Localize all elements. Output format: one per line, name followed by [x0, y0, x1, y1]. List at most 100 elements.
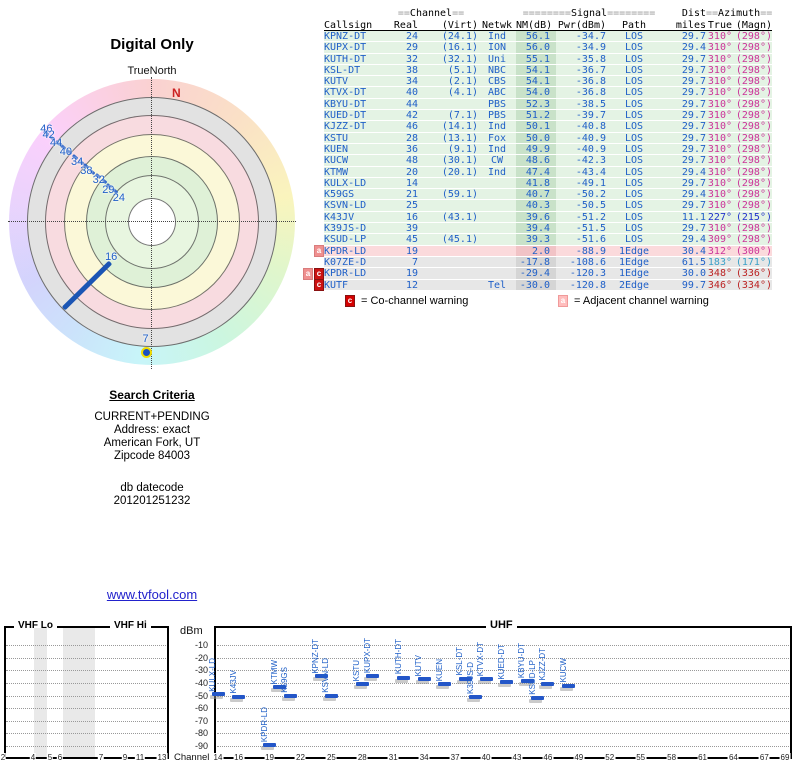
- warning-markers: [300, 110, 324, 122]
- search-line: American Fork, UT: [103, 437, 201, 449]
- signal-bar: [469, 695, 483, 700]
- cell-true: 312°: [707, 245, 732, 257]
- cell-miles: 29.7: [681, 53, 706, 65]
- cell-miles: 99.7: [681, 279, 706, 291]
- cell-nm: -30.0: [516, 279, 556, 291]
- cell-nm: 40.7: [516, 189, 556, 200]
- cell-pwr: -35.8: [575, 53, 606, 65]
- cell-real: 42: [405, 110, 418, 122]
- cell-nm: 49.9: [516, 143, 556, 155]
- warning-markers: [300, 143, 324, 156]
- gridline: [217, 746, 789, 747]
- uhf-channel-tick: 49: [573, 753, 585, 762]
- cell-magn: (298°): [735, 42, 772, 54]
- cell-true: 346°: [707, 279, 732, 291]
- channel-group-header: ==Channel==: [397, 8, 465, 19]
- column-header-miles: miles: [662, 20, 706, 31]
- cell-magn: (298°): [735, 132, 772, 144]
- cell-callsign: K59GS: [324, 189, 355, 201]
- cell-path: LOS: [624, 200, 644, 212]
- signal-bar-label: KTVX-DT: [476, 641, 486, 676]
- radar-channel-label: 38: [80, 165, 93, 178]
- table-row-strip: KPNZ-DT 24 (24.1) Ind 56.1 -34.7 LOS 29.7 310° (2…: [324, 31, 772, 43]
- uhf-channel-tick: 67: [758, 753, 770, 762]
- radar-channel-label: 46: [40, 122, 53, 135]
- table-row-strip: KULX-LD 14 41.8 -49.1 LOS 29.7 310° (298°): [324, 177, 772, 190]
- co-channel-warning-icon: c: [314, 279, 324, 292]
- uhf-channel-tick: 61: [697, 753, 708, 762]
- true-north-label: TrueNorth: [127, 65, 177, 77]
- cell-miles: 29.7: [681, 31, 706, 42]
- gridline: [6, 746, 166, 747]
- cell-path: LOS: [624, 121, 644, 133]
- cell-virt: (5.1): [447, 64, 478, 76]
- signal-table: ==Channel== ========Signal======== Dist ==A…: [300, 8, 780, 292]
- cell-miles: 29.7: [681, 76, 706, 88]
- uhf-channel-tick: 25: [325, 753, 337, 762]
- signal-bar-label: KSUD-LP: [527, 659, 537, 695]
- cell-nm: 56.0: [516, 42, 556, 53]
- cell-virt: (24.1): [441, 31, 478, 42]
- cell-pwr: -108.6: [569, 256, 606, 268]
- cell-true: 227°: [707, 211, 732, 223]
- warning-markers: [300, 64, 324, 77]
- cell-pwr: -40.8: [575, 121, 606, 133]
- gridline: [217, 720, 789, 722]
- adjacent-channel-legend-text: = Adjacent channel warning: [574, 295, 709, 307]
- warning-markers: [300, 42, 324, 54]
- signal-bar-label: KUPX-DT: [362, 638, 372, 674]
- spacer-cell: [478, 8, 516, 20]
- cell-pwr: -51.6: [575, 234, 606, 246]
- db-datecode-value: 201201251232: [113, 495, 191, 507]
- cell-netwk: [478, 246, 516, 256]
- cell-netwk: [478, 234, 516, 244]
- cell-netwk: CBS: [487, 76, 507, 88]
- dbm-tick-label: -10: [194, 640, 208, 650]
- db-datecode-label: db datecode: [120, 482, 184, 494]
- cell-netwk: Ind: [487, 143, 507, 155]
- cell-callsign: K39JS-D: [324, 223, 367, 235]
- radar-channel-label: 44: [50, 137, 63, 150]
- signal-bar-label: K59GS: [280, 666, 290, 693]
- cell-path: 1Edge: [618, 256, 650, 268]
- cell-magn: (298°): [735, 64, 772, 76]
- co-channel-legend: c = Co-channel warning: [345, 295, 468, 307]
- cell-true: 310°: [707, 223, 732, 235]
- cell-callsign: KSUD-LP: [324, 234, 367, 246]
- cell-nm: 54.1: [516, 76, 556, 87]
- cell-callsign: K43JV: [324, 211, 355, 223]
- adjacent-channel-warning-icon: a: [303, 267, 313, 280]
- signal-bar-label: KBYU-DT: [517, 642, 527, 678]
- cell-pwr: -36.7: [575, 64, 606, 76]
- cell-pwr: -88.9: [575, 245, 606, 257]
- cell-real: 29: [405, 42, 418, 54]
- search-line: Address: exact: [113, 424, 191, 436]
- gridline: [217, 670, 789, 672]
- cell-netwk: [478, 189, 516, 199]
- table-row-strip: KJZZ-DT 46 (14.1) Ind 50.1 -40.8 LOS 29.7 310° (2…: [324, 121, 772, 133]
- cell-miles: 29.7: [681, 200, 706, 212]
- cell-magn: (215°): [735, 211, 772, 223]
- cell-true: 310°: [707, 76, 732, 88]
- column-header-true: True: [706, 19, 732, 31]
- table-row-strip: K39JS-D 39 39.4 -51.5 LOS 29.7 310° (298°): [324, 223, 772, 235]
- signal-group-header: ========Signal========: [522, 8, 656, 19]
- cell-pwr: -43.4: [575, 166, 606, 178]
- dbm-tick-label: -50: [194, 690, 208, 701]
- uhf-title: UHF: [486, 619, 517, 631]
- vhf-gray-band: [34, 628, 47, 757]
- table-row-strip: KUTV 34 (2.1) CBS 54.1 -36.8 LOS 29.7 310° (298°): [324, 76, 772, 88]
- cell-pwr: -49.1: [575, 177, 606, 189]
- cell-miles: 29.7: [681, 121, 706, 133]
- cell-pwr: -38.5: [575, 98, 606, 110]
- gridline: [6, 720, 166, 722]
- radar-signal-dot: [140, 346, 152, 358]
- table-column-header-row: Callsign Real (Virt) Netwk NM(dB) Pwr(dBm) Pat…: [300, 19, 780, 31]
- cell-miles: 29.7: [681, 98, 706, 110]
- cell-path: LOS: [624, 177, 644, 189]
- table-row-strip: K43JV 16 (43.1) 39.6 -51.2 LOS 11.1 227° (215°): [324, 211, 772, 224]
- cell-callsign: KUTH-DT: [324, 53, 367, 65]
- vhf-channel-tick: 6: [56, 753, 64, 762]
- signal-bar-label: KJZZ-DT: [537, 648, 547, 681]
- tvfool-link[interactable]: www.tvfool.com: [106, 587, 198, 602]
